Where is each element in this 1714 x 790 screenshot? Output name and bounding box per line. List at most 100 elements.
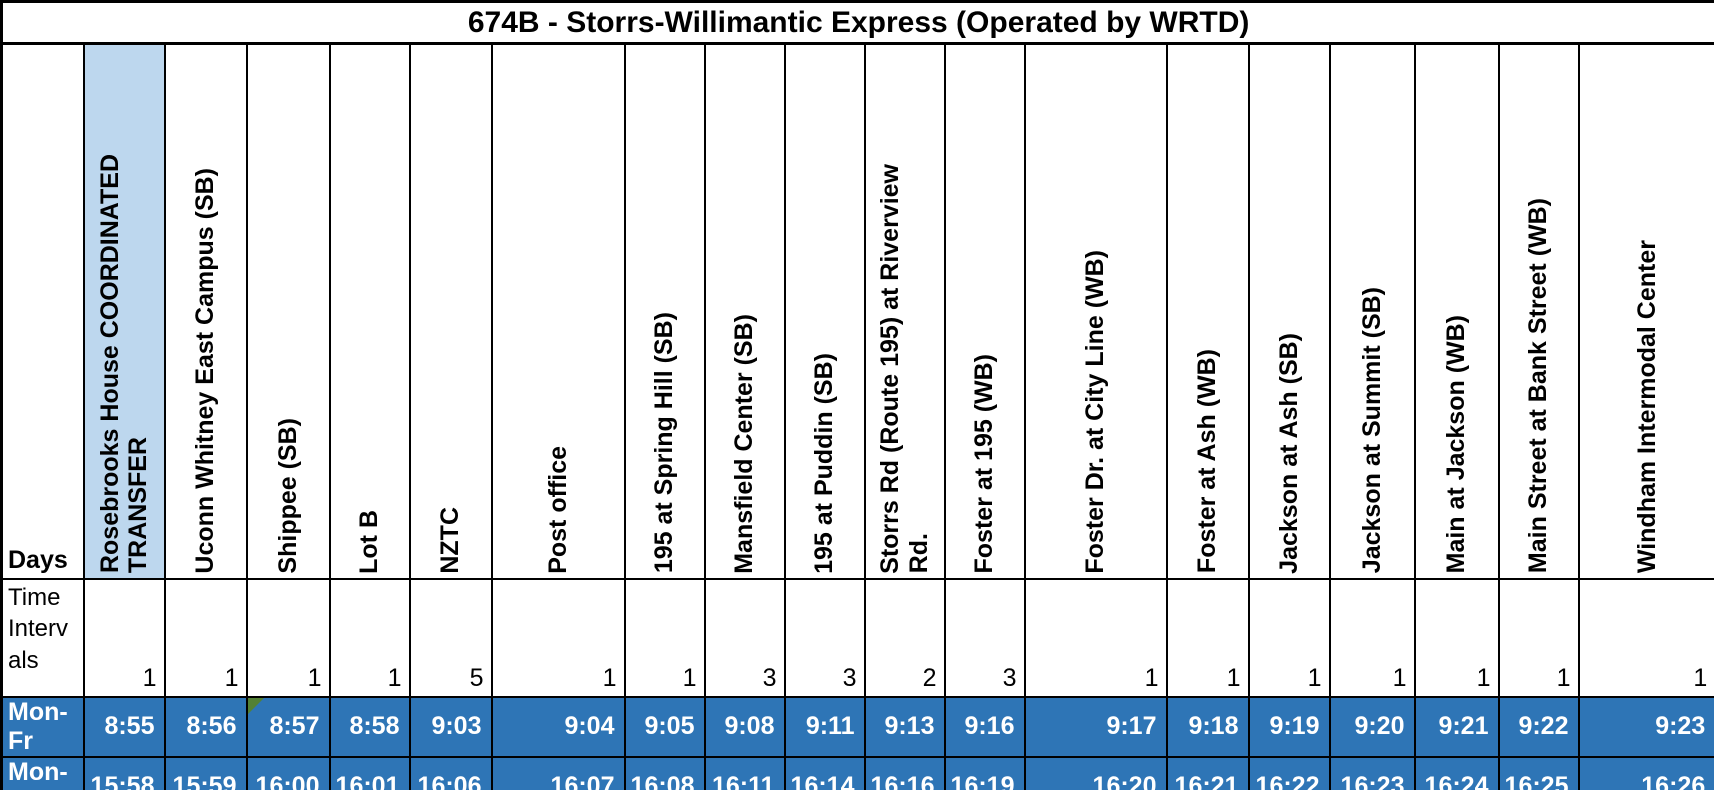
schedule-row-0: Mon-Fr 8:55 8:56 8:57 8:58 9:03 9:04 9:05 9:08 9:… xyxy=(0,695,1714,758)
interval-value-5: 1 xyxy=(490,577,626,698)
interval-value-11: 1 xyxy=(1023,577,1168,698)
stop-header-5: Post office xyxy=(490,42,626,580)
time-cell: 16:23 xyxy=(1328,755,1416,790)
stop-header-14: Jackson at Summit (SB) xyxy=(1328,42,1416,580)
days-cell: Mon-Fr xyxy=(0,755,85,790)
stop-header-9: Storrs Rd (Route 195) at Riverview Rd. xyxy=(863,42,946,580)
title-row: 674B - Storrs-Willimantic Express (Opera… xyxy=(0,0,1714,45)
time-cell: 16:00 xyxy=(245,755,331,790)
page-title: 674B - Storrs-Willimantic Express (Opera… xyxy=(0,0,1714,45)
stop-name: Foster at Ash (WB) xyxy=(1193,349,1222,574)
stop-name: NZTC xyxy=(436,506,465,574)
stop-name: Mansfield Center (SB) xyxy=(730,313,759,574)
time-cell: 16:21 xyxy=(1165,755,1250,790)
interval-value-14: 1 xyxy=(1328,577,1416,698)
stop-header-11: Foster Dr. at City Line (WB) xyxy=(1023,42,1168,580)
time-cell: 15:59 xyxy=(163,755,248,790)
time-cell: 9:13 xyxy=(863,695,946,758)
stop-header-6: 195 at Spring Hill (SB) xyxy=(623,42,706,580)
interval-value-1: 1 xyxy=(163,577,248,698)
time-cell: 16:22 xyxy=(1247,755,1331,790)
stop-header-8: 195 at Puddin (SB) xyxy=(783,42,866,580)
time-cell: 16:19 xyxy=(943,755,1026,790)
interval-value-7: 3 xyxy=(703,577,786,698)
stop-name-line2: Rd. xyxy=(904,533,933,574)
stop-name: Jackson at Ash (SB) xyxy=(1274,332,1303,574)
days-cell: Mon-Fr xyxy=(0,695,85,758)
stop-header-3: Lot B xyxy=(328,42,411,580)
stop-header-0: Rosebrooks House COORDINATED TRANSFER xyxy=(82,42,166,580)
stop-header-13: Jackson at Ash (SB) xyxy=(1247,42,1331,580)
time-cell: 9:19 xyxy=(1247,695,1331,758)
time-cell: 8:57 xyxy=(245,695,331,758)
stop-name: Main at Jackson (WB) xyxy=(1442,315,1471,574)
stop-name: 195 at Puddin (SB) xyxy=(810,352,839,574)
stop-header-10: Foster at 195 (WB) xyxy=(943,42,1026,580)
stop-name: Foster Dr. at City Line (WB) xyxy=(1081,249,1110,574)
time-cell: 16:26 xyxy=(1577,755,1714,790)
time-cell: 9:08 xyxy=(703,695,786,758)
interval-value-10: 3 xyxy=(943,577,1026,698)
time-cell: 9:20 xyxy=(1328,695,1416,758)
stop-header-12: Foster at Ash (WB) xyxy=(1165,42,1250,580)
interval-value-15: 1 xyxy=(1413,577,1500,698)
time-cell: 16:14 xyxy=(783,755,866,790)
time-cell: 9:22 xyxy=(1497,695,1580,758)
time-intervals-row: Time Intervals 1 1 1 1 5 1 1 3 3 2 3 1 1 1 1 1 1 1 xyxy=(0,577,1714,698)
time-cell: 9:05 xyxy=(623,695,706,758)
stop-name: Jackson at Summit (SB) xyxy=(1357,287,1386,574)
stop-name: Main Street at Bank Street (WB) xyxy=(1524,198,1553,574)
time-cell: 8:55 xyxy=(82,695,166,758)
time-cell: 16:24 xyxy=(1413,755,1500,790)
stop-name: Foster at 195 (WB) xyxy=(970,354,999,574)
time-cell: 16:06 xyxy=(408,755,493,790)
interval-value-8: 3 xyxy=(783,577,866,698)
interval-value-13: 1 xyxy=(1247,577,1331,698)
stop-name: 195 at Spring Hill (SB) xyxy=(650,312,679,574)
stop-name: Storrs Rd (Route 195) at Riverview xyxy=(876,163,904,574)
time-intervals-header: Time Intervals xyxy=(0,577,85,698)
time-cell: 15:58 xyxy=(82,755,166,790)
time-cell: 9:03 xyxy=(408,695,493,758)
stop-header-2: Shippee (SB) xyxy=(245,42,331,580)
time-cell: 16:08 xyxy=(623,755,706,790)
interval-value-4: 5 xyxy=(408,577,493,698)
time-cell: 8:58 xyxy=(328,695,411,758)
error-triangle-icon xyxy=(248,698,264,714)
stop-name: Uconn Whitney East Campus (SB) xyxy=(191,167,220,574)
stop-header-4: NZTC xyxy=(408,42,493,580)
stop-header-17: Windham Intermodal Center xyxy=(1577,42,1714,580)
time-cell: 16:01 xyxy=(328,755,411,790)
stop-name: Rosebrooks House COORDINATED xyxy=(95,154,124,574)
time-cell: 9:21 xyxy=(1413,695,1500,758)
interval-value-12: 1 xyxy=(1165,577,1250,698)
interval-value-2: 1 xyxy=(245,577,331,698)
stop-header-15: Main at Jackson (WB) xyxy=(1413,42,1500,580)
stop-name: Windham Intermodal Center xyxy=(1632,240,1661,574)
time-cell: 16:25 xyxy=(1497,755,1580,790)
time-cell: 9:23 xyxy=(1577,695,1714,758)
stop-header-row: Days Rosebrooks House COORDINATED TRANSFER… xyxy=(0,42,1714,580)
stop-name: Post office xyxy=(543,445,572,574)
interval-value-6: 1 xyxy=(623,577,706,698)
interval-value-9: 2 xyxy=(863,577,946,698)
time-cell: 9:17 xyxy=(1023,695,1168,758)
time-cell: 9:11 xyxy=(783,695,866,758)
stop-name-line2: TRANSFER xyxy=(124,437,152,574)
interval-value-16: 1 xyxy=(1497,577,1580,698)
stop-name: Lot B xyxy=(355,509,384,574)
time-cell: 16:20 xyxy=(1023,755,1168,790)
stop-header-16: Main Street at Bank Street (WB) xyxy=(1497,42,1580,580)
schedule-row-1: Mon-Fr15:5815:5916:0016:0116:0616:0716:0… xyxy=(0,755,1714,790)
interval-value-0: 1 xyxy=(82,577,166,698)
days-header: Days xyxy=(0,42,85,580)
interval-value-17: 1 xyxy=(1577,577,1714,698)
time-cell: 16:11 xyxy=(703,755,786,790)
time-cell: 16:16 xyxy=(863,755,946,790)
time-cell: 9:04 xyxy=(490,695,626,758)
stop-header-1: Uconn Whitney East Campus (SB) xyxy=(163,42,248,580)
interval-value-3: 1 xyxy=(328,577,411,698)
time-cell: 9:16 xyxy=(943,695,1026,758)
